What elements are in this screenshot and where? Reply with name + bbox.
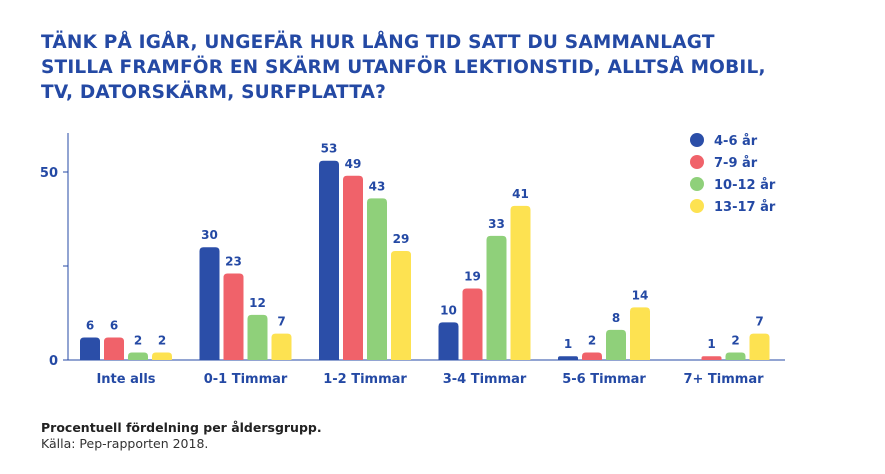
data-label-5-6-timmar-13-17-r: 14 — [632, 288, 649, 302]
chart-footnote: Procentuell fördelning per åldersgrupp. … — [41, 420, 322, 452]
legend-label-10-12-r: 10-12 år — [714, 178, 776, 193]
data-label-1-2-timmar-13-17-r: 29 — [393, 232, 410, 246]
data-label-3-4-timmar-7-9-r: 19 — [464, 270, 481, 284]
data-label-inte-alls-10-12-r: 2 — [134, 333, 142, 347]
title-line-2: STILLA FRAMFÖR EN SKÄRM UTANFÖR LEKTIONS… — [41, 57, 766, 78]
legend-swatch-10-12-r — [690, 177, 704, 191]
title-line-3: TV, DATORSKÄRM, SURFPLATTA? — [41, 82, 387, 103]
data-label-5-6-timmar-4-6-r: 1 — [564, 337, 572, 351]
legend-label-7-9-r: 7-9 år — [714, 156, 758, 171]
bar-7-timmar-10-12-r — [725, 352, 746, 360]
legend-label-13-17-r: 13-17 år — [714, 200, 776, 215]
data-label-inte-alls-4-6-r: 6 — [86, 318, 94, 332]
y-tick-label-0: 0 — [49, 354, 58, 369]
category-label-0-1-timmar: 0-1 Timmar — [204, 372, 288, 387]
data-label-3-4-timmar-13-17-r: 41 — [512, 187, 529, 201]
footnote-source: Källa: Pep-rapporten 2018. — [41, 436, 209, 451]
legend-swatch-13-17-r — [690, 199, 704, 213]
bar-1-2-timmar-13-17-r — [391, 250, 411, 360]
bar-5-6-timmar-4-6-r — [558, 356, 578, 360]
data-label-7-timmar-13-17-r: 7 — [755, 315, 763, 329]
bar-5-6-timmar-7-9-r — [582, 352, 602, 360]
data-label-1-2-timmar-10-12-r: 43 — [369, 179, 386, 193]
legend-label-4-6-r: 4-6 år — [714, 134, 758, 149]
bar-3-4-timmar-13-17-r — [510, 205, 531, 360]
category-label-5-6-timmar: 5-6 Timmar — [562, 372, 646, 387]
bar-1-2-timmar-10-12-r — [367, 198, 387, 360]
data-label-7-timmar-7-9-r: 1 — [707, 337, 715, 351]
category-label-1-2-timmar: 1-2 Timmar — [323, 372, 407, 387]
category-label-7-timmar: 7+ Timmar — [683, 372, 764, 387]
category-label-inte-alls: Inte alls — [96, 372, 155, 387]
data-label-0-1-timmar-13-17-r: 7 — [277, 315, 285, 329]
bar-inte-alls-13-17-r — [152, 352, 172, 360]
y-tick-label-50: 50 — [40, 166, 58, 181]
data-label-inte-alls-13-17-r: 2 — [158, 333, 166, 347]
bar-inte-alls-10-12-r — [128, 352, 148, 360]
bar-7-timmar-7-9-r — [701, 356, 722, 360]
bar-0-1-timmar-13-17-r — [271, 333, 292, 360]
data-label-0-1-timmar-4-6-r: 30 — [201, 228, 218, 242]
title-line-1: TÄNK PÅ IGÅR, UNGEFÄR HUR LÅNG TID SATT … — [41, 32, 715, 53]
data-label-0-1-timmar-10-12-r: 12 — [249, 296, 266, 310]
bar-5-6-timmar-10-12-r — [606, 329, 626, 360]
bar-inte-alls-4-6-r — [80, 337, 100, 360]
bar-5-6-timmar-13-17-r — [630, 307, 650, 360]
bar-1-2-timmar-7-9-r — [343, 175, 363, 360]
data-label-5-6-timmar-10-12-r: 8 — [612, 311, 620, 325]
legend-swatch-4-6-r — [690, 133, 704, 147]
bar-3-4-timmar-4-6-r — [438, 322, 459, 360]
data-label-0-1-timmar-7-9-r: 23 — [225, 255, 242, 269]
legend-swatch-7-9-r — [690, 155, 704, 169]
data-label-5-6-timmar-7-9-r: 2 — [588, 333, 596, 347]
footnote-caption: Procentuell fördelning per åldersgrupp. — [41, 420, 322, 435]
chart-title: TÄNK PÅ IGÅR, UNGEFÄR HUR LÅNG TID SATT … — [41, 30, 861, 105]
bar-7-timmar-13-17-r — [749, 333, 770, 360]
bar-1-2-timmar-4-6-r — [319, 160, 339, 360]
bar-0-1-timmar-4-6-r — [199, 247, 220, 360]
bar-3-4-timmar-10-12-r — [486, 235, 507, 360]
data-label-1-2-timmar-4-6-r: 53 — [321, 142, 338, 156]
bar-inte-alls-7-9-r — [104, 337, 124, 360]
data-label-inte-alls-7-9-r: 6 — [110, 318, 118, 332]
data-label-7-timmar-10-12-r: 2 — [731, 333, 739, 347]
data-label-1-2-timmar-7-9-r: 49 — [345, 157, 362, 171]
category-label-3-4-timmar: 3-4 Timmar — [443, 372, 527, 387]
bar-0-1-timmar-7-9-r — [223, 273, 244, 360]
bar-0-1-timmar-10-12-r — [247, 314, 268, 360]
bar-3-4-timmar-7-9-r — [462, 288, 483, 360]
data-label-3-4-timmar-10-12-r: 33 — [488, 217, 505, 231]
data-label-3-4-timmar-4-6-r: 10 — [440, 303, 457, 317]
